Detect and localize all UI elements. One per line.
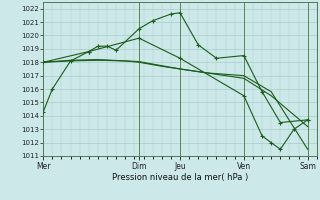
- X-axis label: Pression niveau de la mer( hPa ): Pression niveau de la mer( hPa ): [112, 173, 248, 182]
